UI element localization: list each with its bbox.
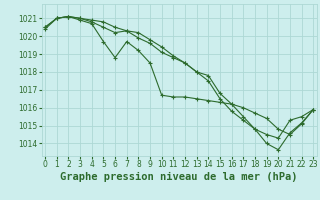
X-axis label: Graphe pression niveau de la mer (hPa): Graphe pression niveau de la mer (hPa) — [60, 172, 298, 182]
